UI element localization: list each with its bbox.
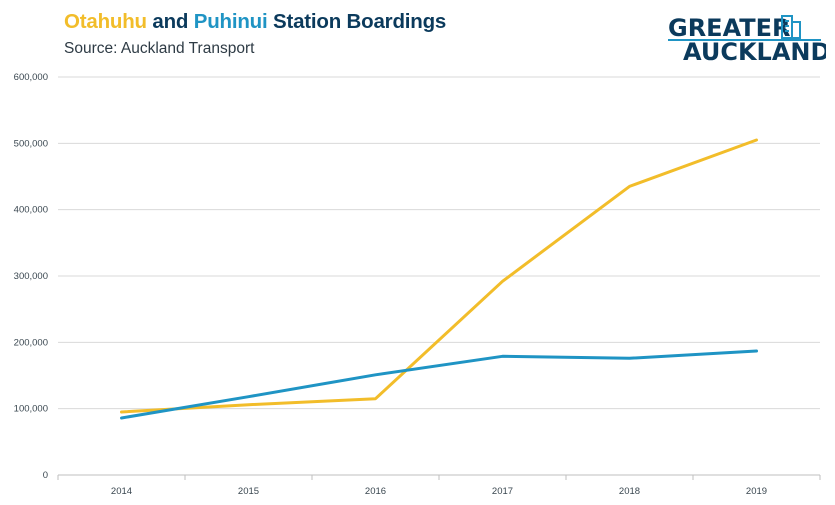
y-tick-label: 300,000 [14, 271, 48, 282]
x-tick-label: 2019 [746, 486, 767, 497]
y-tick-label: 200,000 [14, 337, 48, 348]
y-axis-tick-labels: 0 100,000 200,000 300,000 400,000 500,000 600,… [14, 72, 48, 481]
chart-subtitle: Source: Auckland Transport [64, 40, 255, 57]
title-and: and [146, 10, 194, 33]
series-lines [120, 138, 758, 420]
y-tick-label: 0 [43, 470, 48, 481]
x-axis [57, 474, 821, 480]
x-axis-tick-labels: 2014 2015 2016 2017 2018 2019 [111, 486, 767, 497]
building-icon [781, 15, 801, 39]
series-line-puhinui [120, 349, 758, 420]
logo-line2: AUCKLAND [683, 38, 826, 66]
chart-title: Otahuhu and Puhinui Station Boardings [64, 10, 446, 34]
chart-header: Otahuhu and Puhinui Station Boardings So… [64, 10, 446, 58]
y-tick-label: 400,000 [14, 205, 48, 216]
y-tick-label: 100,000 [14, 404, 48, 415]
title-suffix: Station Boardings [267, 10, 447, 33]
gridlines [58, 76, 820, 410]
title-puhinui: Puhinui [193, 10, 268, 33]
x-tick-label: 2015 [238, 486, 259, 497]
title-otahuhu: Otahuhu [64, 10, 147, 33]
y-tick-label: 500,000 [14, 138, 48, 149]
x-tick-label: 2014 [111, 486, 132, 497]
series-line-otahuhu [120, 138, 758, 414]
x-tick-label: 2016 [365, 486, 386, 497]
x-tick-label: 2018 [619, 486, 640, 497]
y-tick-label: 600,000 [14, 72, 48, 83]
logo-line1: GREATER [668, 14, 791, 42]
x-tick-label: 2017 [492, 486, 513, 497]
greater-auckland-logo: GREATER AUCKLAND [668, 14, 826, 66]
